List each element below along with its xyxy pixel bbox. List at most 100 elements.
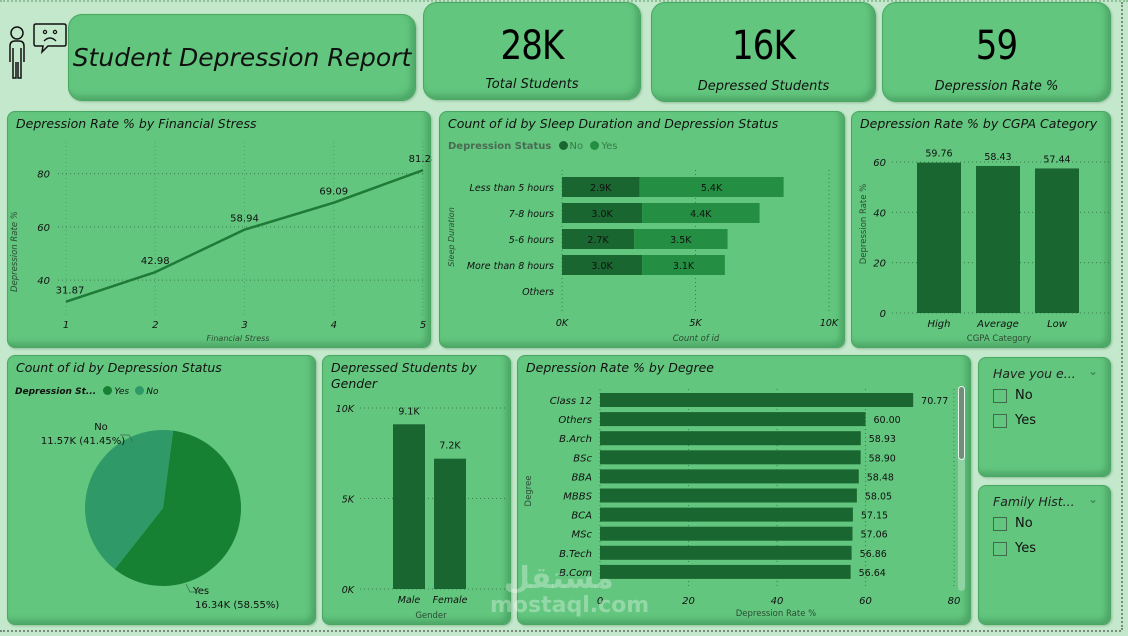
bar-segment-yes bbox=[642, 203, 760, 223]
legend-label-yes: Yes bbox=[114, 387, 130, 397]
legend-dot-yes bbox=[103, 386, 113, 395]
data-label: 56.86 bbox=[860, 549, 887, 560]
chart-gender[interactable]: Depressed Students by Gender Gender 0K 5K… bbox=[322, 355, 511, 625]
bar-segment-no bbox=[562, 203, 643, 223]
scrollbar-track[interactable] bbox=[958, 386, 965, 591]
pie-slice-yes bbox=[114, 430, 241, 586]
slicer-family-history[interactable]: Family Hist... ⌄ No Yes bbox=[978, 485, 1111, 625]
x-tick-label: Average bbox=[976, 319, 1019, 330]
x-tick-label: 20 bbox=[682, 596, 695, 607]
option-label: No bbox=[1015, 516, 1033, 531]
bar-segment-yes bbox=[642, 255, 725, 275]
report-title-card: Student Depression Report bbox=[68, 14, 416, 101]
chart-cgpa[interactable]: Depression Rate % by CGPA Category Depre… bbox=[851, 111, 1111, 348]
person-sad-speech-icon bbox=[9, 23, 67, 79]
logo bbox=[4, 22, 68, 84]
x-axis-title: Financial Stress bbox=[207, 334, 270, 343]
slicer-option-no[interactable]: No bbox=[993, 516, 1033, 531]
bar bbox=[976, 165, 1020, 313]
x-tick-label: High bbox=[928, 319, 951, 330]
data-label: 69.09 bbox=[319, 187, 348, 198]
slicer-option-yes[interactable]: Yes bbox=[993, 413, 1036, 428]
kpi-card-total-students: 28K Total Students bbox=[423, 2, 641, 100]
chart-title: Count of id by Depression Status bbox=[16, 360, 222, 375]
checkbox[interactable] bbox=[993, 516, 1007, 531]
legend-label-no: No bbox=[146, 387, 159, 397]
chevron-down-icon[interactable]: ⌄ bbox=[1087, 492, 1098, 506]
chart-depression-status-pie[interactable]: Count of id by Depression Status Depress… bbox=[7, 355, 316, 625]
kpi-card-depression-rate: 59 Depression Rate % bbox=[882, 2, 1111, 102]
data-label: 3.0K bbox=[591, 261, 613, 272]
data-label: 2.7K bbox=[587, 235, 609, 246]
column-chart-svg: Depression Rate % CGPA Category 0 20 40 60 5… bbox=[859, 149, 1110, 344]
slicer-have-you-ever[interactable]: Have you e... ⌄ No Yes bbox=[978, 357, 1111, 477]
y-tick-label: 10K bbox=[336, 404, 355, 415]
leader-line bbox=[120, 434, 134, 443]
data-label: 7.2K bbox=[439, 441, 461, 452]
y-tick-label: 40 bbox=[873, 208, 886, 219]
y-tick-label: 80 bbox=[37, 170, 50, 181]
bar bbox=[600, 526, 853, 541]
x-tick-label: 0K bbox=[556, 318, 569, 329]
category-label: Others bbox=[522, 287, 554, 298]
canvas-edge-bottom bbox=[0, 630, 1121, 632]
bar bbox=[600, 393, 914, 407]
x-tick-label: 3 bbox=[241, 320, 247, 331]
x-axis-title: CGPA Category bbox=[967, 334, 1031, 344]
canvas-edge-right bbox=[1121, 2, 1123, 630]
slicer-option-yes[interactable]: Yes bbox=[993, 541, 1036, 556]
x-tick-label: 2 bbox=[152, 320, 158, 331]
y-tick-label: 40 bbox=[37, 276, 50, 287]
y-axis-title: Depression Rate % bbox=[10, 211, 20, 292]
data-label: 2.9K bbox=[590, 183, 612, 194]
data-label: 5.4K bbox=[701, 183, 723, 194]
y-tick-label: 20 bbox=[873, 259, 886, 270]
x-tick-label: 60 bbox=[859, 596, 872, 607]
chart-degree[interactable]: Depression Rate % by Degree Degree Depre… bbox=[517, 355, 971, 625]
slicer-option-no[interactable]: No bbox=[993, 388, 1033, 403]
stacked-bar-chart-svg: Sleep Duration Count of id 0K 5K 10K Less t… bbox=[447, 170, 839, 344]
y-axis-title: Depression Rate % bbox=[859, 184, 869, 264]
bar bbox=[600, 507, 853, 522]
checkbox[interactable] bbox=[993, 541, 1007, 556]
x-axis-title: Gender bbox=[415, 611, 447, 621]
line-chart-svg: Depression Rate % Financial Stress 40 60 8… bbox=[10, 142, 432, 343]
report-title: Student Depression Report bbox=[72, 43, 412, 72]
slice-label-value: 11.57K (41.45%) bbox=[41, 436, 125, 447]
checkbox[interactable] bbox=[993, 388, 1007, 403]
kpi-value: 16K bbox=[731, 23, 796, 69]
x-tick-label: 40 bbox=[771, 596, 784, 607]
x-tick-label: 0 bbox=[597, 596, 603, 607]
chart-sleep-duration[interactable]: Count of id by Sleep Duration and Depres… bbox=[439, 111, 845, 348]
data-label: 58.05 bbox=[865, 492, 892, 503]
column-chart-svg: Gender 0K 5K 10K 9.1K Male 7.2K Female bbox=[336, 404, 508, 621]
chevron-down-icon[interactable]: ⌄ bbox=[1087, 364, 1098, 378]
data-label: 56.64 bbox=[859, 568, 886, 579]
y-tick-label: 5K bbox=[342, 495, 355, 506]
category-label: BCA bbox=[571, 511, 592, 522]
data-label: 3.5K bbox=[670, 235, 692, 246]
category-label: BSc bbox=[573, 453, 592, 464]
y-axis-title: Degree bbox=[524, 476, 534, 507]
option-label: Yes bbox=[1015, 413, 1036, 428]
data-label: 4.4K bbox=[690, 209, 712, 220]
chart-financial-stress[interactable]: Depression Rate % by Financial Stress De… bbox=[7, 111, 432, 348]
bar bbox=[600, 488, 857, 503]
category-label: BBA bbox=[571, 472, 592, 483]
kpi-value: 28K bbox=[500, 23, 564, 69]
bar bbox=[917, 162, 961, 313]
checkbox[interactable] bbox=[993, 413, 1007, 428]
bar-chart-svg: Degree Depression Rate % 0 20 40 60 80 Class … bbox=[524, 389, 960, 619]
category-label: MSc bbox=[572, 530, 593, 541]
legend-title: Depression St... bbox=[15, 387, 97, 397]
y-tick-label: 60 bbox=[37, 223, 50, 234]
x-tick-label: 1 bbox=[63, 320, 69, 331]
option-label: No bbox=[1015, 388, 1033, 403]
data-label: 58.90 bbox=[869, 453, 896, 464]
x-tick-label: Female bbox=[433, 595, 468, 606]
x-tick-label: 5K bbox=[689, 318, 702, 329]
bar bbox=[600, 431, 861, 446]
chart-title: Depressed Students by Gender bbox=[331, 360, 477, 391]
y-tick-label: 0 bbox=[880, 309, 886, 320]
scrollbar-thumb[interactable] bbox=[958, 386, 965, 460]
